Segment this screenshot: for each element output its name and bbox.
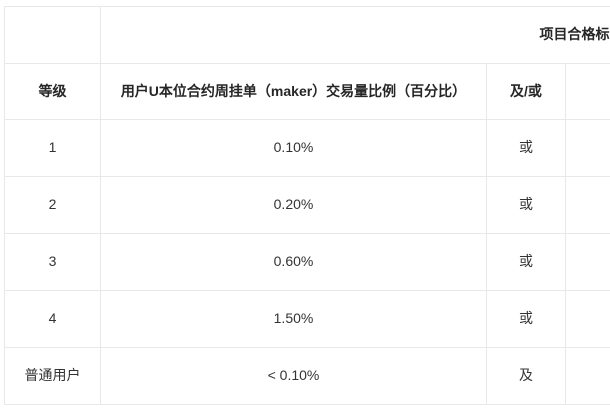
- maker-ratio-cell: 0.20%: [100, 176, 487, 234]
- table-row-regular-user: 普通用户 < 0.10% 及: [4, 347, 610, 405]
- level-cell: 普通用户: [4, 347, 101, 405]
- level-cell: 2: [4, 176, 101, 234]
- level-cell: 3: [4, 233, 101, 291]
- header-row-columns: 等级 用户U本位合约周挂单（maker）交易量比例（百分比） 及/或 用户: [4, 63, 610, 120]
- table-row-tier-3: 3 0.60% 或: [4, 233, 610, 291]
- and-or-cell: 或: [486, 290, 566, 348]
- and-or-cell: 或: [486, 119, 566, 177]
- user-metric-cell: [564, 290, 610, 348]
- column-header-user: 用户: [564, 63, 610, 120]
- user-metric-cell: [564, 233, 610, 291]
- table-row-tier-2: 2 0.20% 或: [4, 176, 610, 234]
- maker-ratio-cell: 0.10%: [100, 119, 487, 177]
- maker-tier-table: 项目合格标准 等级 用户U本位合约周挂单（maker）交易量比例（百分比） 及/…: [4, 6, 610, 405]
- column-header-maker-ratio: 用户U本位合约周挂单（maker）交易量比例（百分比）: [100, 63, 487, 120]
- and-or-cell: 或: [486, 176, 566, 234]
- and-or-cell: 及: [486, 347, 566, 405]
- maker-ratio-cell: < 0.10%: [100, 347, 487, 405]
- table-row-tier-1: 1 0.10% 或: [4, 119, 610, 177]
- level-cell: 4: [4, 290, 101, 348]
- column-header-and-or: 及/或: [486, 63, 566, 120]
- corner-empty-cell: [4, 6, 101, 64]
- user-metric-cell: [564, 176, 610, 234]
- header-row-merged: 项目合格标准: [4, 6, 610, 64]
- maker-ratio-cell: 1.50%: [100, 290, 487, 348]
- user-metric-cell: [564, 347, 610, 405]
- and-or-cell: 或: [486, 233, 566, 291]
- table-row-tier-4: 4 1.50% 或: [4, 290, 610, 348]
- level-cell: 1: [4, 119, 101, 177]
- column-header-level: 等级: [4, 63, 101, 120]
- qualification-standard-header: 项目合格标准: [99, 6, 610, 64]
- user-metric-cell: [564, 119, 610, 177]
- maker-ratio-cell: 0.60%: [100, 233, 487, 291]
